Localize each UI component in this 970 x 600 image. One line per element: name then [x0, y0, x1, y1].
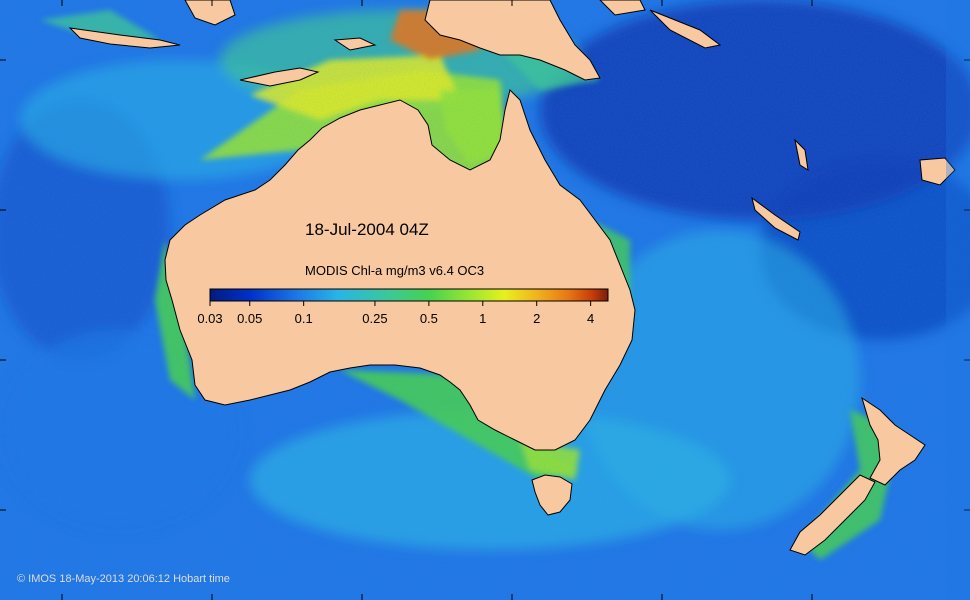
map-edge-strip: [946, 0, 970, 600]
java-landmass: [68, 27, 181, 49]
colorbar: [209, 288, 609, 306]
colorbar-gradient: [209, 288, 609, 302]
land-masses: [68, 0, 956, 556]
colorbar-tick-label: 0.1: [294, 311, 313, 326]
colorbar-tick-label: 2: [533, 311, 541, 326]
sulawesi-landmass: [184, 0, 236, 26]
colorbar-tick-label: 0.5: [419, 311, 438, 326]
australia-landmass: [164, 89, 636, 451]
island-landmass: [599, 0, 646, 16]
timor-landmass: [239, 67, 320, 87]
colorbar-tick-label: 4: [587, 311, 595, 326]
copyright-credit: © IMOS 18-May-2013 20:06:12 Hobart time: [17, 573, 230, 585]
tasmania-landmass: [531, 474, 573, 516]
new-zealand-south-island: [789, 474, 876, 556]
colorbar-tick-label: 0.03: [197, 311, 223, 326]
island-landmass: [649, 9, 722, 49]
new-guinea-landmass: [424, 0, 601, 81]
island-landmass: [794, 138, 809, 171]
new-caledonia-landmass: [751, 196, 801, 241]
fiji-landmass: [919, 157, 956, 186]
colorbar-ticks: [209, 301, 592, 306]
colorbar-title: MODIS Chl-a mg/m3 v6.4 OC3: [305, 263, 485, 278]
colorbar-tick-label: 0.05: [237, 311, 263, 326]
new-zealand-north-island: [861, 396, 926, 486]
island-landmass: [333, 37, 377, 51]
colorbar-tick-label: 1: [479, 311, 487, 326]
date-label: 18-Jul-2004 04Z: [305, 220, 429, 239]
colorbar-tick-label: 0.25: [362, 311, 388, 326]
